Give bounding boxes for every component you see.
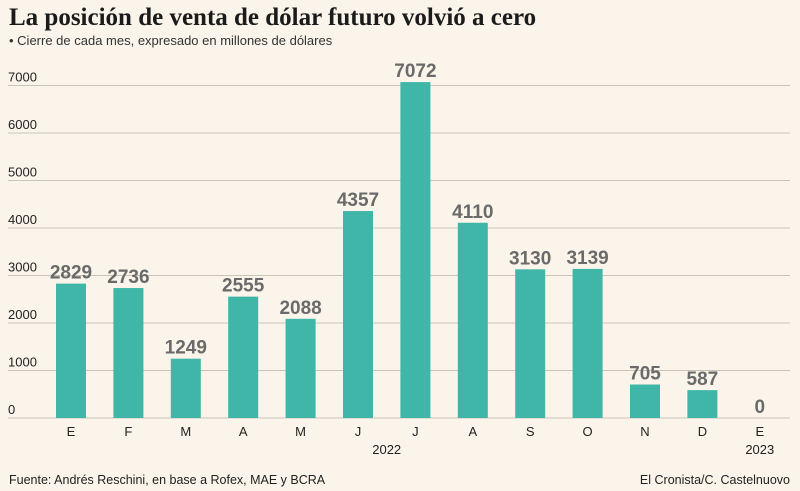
x-tick-label-11: D	[698, 424, 707, 439]
y-axis-ticks: 0 1000 2000 3000 4000 5000 6000 7000	[8, 70, 37, 418]
value-label-7: 4110	[452, 202, 493, 223]
bars	[56, 82, 718, 418]
value-label-12: 0	[755, 397, 766, 418]
value-labels: 2829 2736 1249 2555 2088 4357 7072 4110 3130 3139…	[50, 61, 765, 418]
bar-3	[228, 296, 259, 418]
credit-note: El Cronista/C. Castelnuovo	[639, 473, 790, 487]
bar-2	[170, 358, 201, 418]
year-label-2023: 2023	[745, 442, 774, 457]
bar-6	[400, 82, 431, 418]
y-tick-label-4000: 4000	[8, 212, 37, 227]
bar-5	[343, 211, 373, 418]
value-label-0: 2829	[50, 263, 92, 284]
y-tick-label-5000: 5000	[8, 165, 37, 180]
x-tick-label-10: N	[640, 424, 649, 439]
x-tick-label-3: A	[239, 424, 248, 439]
value-label-4: 2088	[279, 298, 321, 319]
bar-7	[457, 222, 488, 418]
value-label-9: 3139	[566, 248, 608, 269]
bar-chart: 0 1000 2000 3000 4000 5000 6000 7000 2829 2736 12…	[8, 61, 790, 457]
bar-0	[56, 283, 86, 418]
bar-8	[515, 269, 546, 418]
x-tick-label-2: M	[180, 424, 191, 439]
x-tick-label-5: J	[355, 424, 362, 439]
x-tick-label-0: E	[67, 424, 76, 439]
value-label-11: 587	[687, 369, 719, 390]
y-tick-label-7000: 7000	[8, 70, 37, 85]
x-tick-label-6: J	[412, 424, 419, 439]
source-note: Fuente: Andrés Reschini, en base a Rofex…	[9, 473, 326, 487]
y-tick-label-2000: 2000	[8, 307, 37, 322]
value-label-5: 4357	[337, 190, 379, 211]
value-label-3: 2555	[222, 276, 265, 297]
x-tick-label-4: M	[295, 424, 306, 439]
y-tick-label-6000: 6000	[8, 117, 37, 132]
bar-1	[113, 288, 144, 418]
value-label-6: 7072	[394, 61, 436, 82]
chart-subtitle: • Cierre de cada mes, expresado en millo…	[9, 33, 333, 48]
x-tick-label-7: A	[468, 424, 477, 439]
x-tick-label-12: E	[755, 424, 764, 439]
value-label-10: 705	[629, 364, 661, 385]
value-label-2: 1249	[165, 338, 207, 359]
bar-11	[687, 390, 718, 418]
bar-10	[630, 384, 660, 418]
y-tick-label-1000: 1000	[8, 355, 37, 370]
x-tick-label-1: F	[124, 424, 132, 439]
value-label-1: 2736	[107, 267, 149, 288]
x-tick-label-8: S	[526, 424, 535, 439]
chart-title: La posición de venta de dólar futuro vol…	[9, 4, 537, 31]
bar-4	[285, 318, 316, 418]
value-label-8: 3130	[509, 248, 551, 269]
bar-9	[572, 268, 603, 418]
year-labels: 2022 2023	[372, 442, 774, 457]
x-tick-label-9: O	[583, 424, 593, 439]
y-tick-label-0: 0	[8, 402, 15, 417]
year-label-2022: 2022	[372, 442, 401, 457]
y-tick-label-3000: 3000	[8, 260, 37, 275]
